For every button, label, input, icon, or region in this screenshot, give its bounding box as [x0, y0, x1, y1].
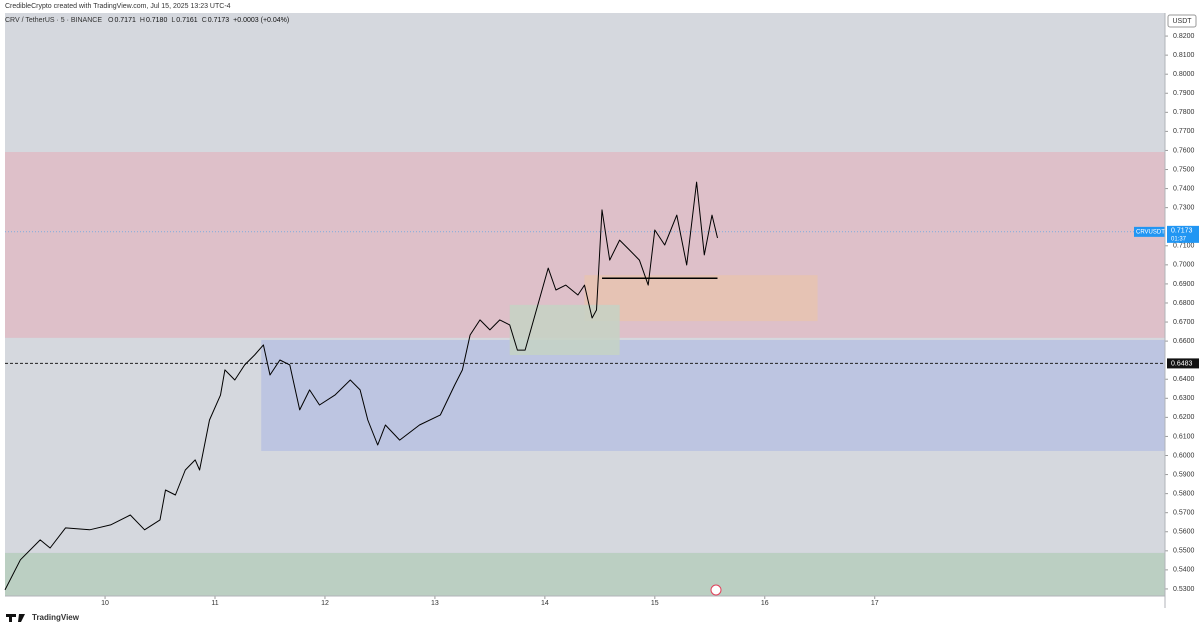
ohlc-label: O [108, 17, 114, 24]
y-tick-label: 0.7500 [1173, 166, 1195, 173]
y-tick-label: 0.7100 [1173, 243, 1195, 250]
y-tick-label: 0.8200 [1173, 33, 1195, 40]
price-tag-text: 0.7173 [1171, 228, 1193, 235]
y-tick-label: 0.7800 [1173, 109, 1195, 116]
ohlc-value: 0.7161 [176, 17, 198, 24]
y-tick-label: 0.5500 [1173, 548, 1195, 555]
y-tick-label: 0.6300 [1173, 395, 1195, 402]
y-unit: USDT [1172, 18, 1192, 25]
y-tick-label: 0.8100 [1173, 52, 1195, 59]
x-tick-label: 17 [871, 600, 879, 607]
zone [584, 275, 818, 322]
y-tick-label: 0.6000 [1173, 452, 1195, 459]
x-tick-label: 16 [761, 600, 769, 607]
level-label-bg [1167, 358, 1199, 369]
unit-box[interactable] [1167, 14, 1197, 28]
symbol-tag [1134, 226, 1165, 237]
y-tick-label: 0.5400 [1173, 567, 1195, 574]
legend: CRV / TetherUS · 5 · BINANCE O 0.7171 H 0.71… [5, 17, 289, 24]
ohlc-value: 0.7173 [208, 17, 230, 24]
ohlc-value: 0.7180 [146, 17, 168, 24]
y-tick-label: 0.7400 [1173, 185, 1195, 192]
zone [509, 304, 620, 356]
y-tick-label: 0.5300 [1173, 586, 1195, 593]
x-tick-label: 15 [651, 600, 659, 607]
y-tick-label: 0.7900 [1173, 90, 1195, 97]
y-tick-label: 0.5900 [1173, 471, 1195, 478]
y-tick-label: 0.5600 [1173, 529, 1195, 536]
ohlc-label: L [171, 17, 175, 24]
ohlc-label: H [140, 17, 145, 24]
zone [261, 339, 1165, 451]
y-tick-label: 0.7300 [1173, 204, 1195, 211]
y-tick-label: 0.6100 [1173, 433, 1195, 440]
logo [6, 614, 25, 622]
y-tick-label: 0.8000 [1173, 71, 1195, 78]
x-tick-label: 14 [541, 600, 549, 607]
price-tag [1167, 225, 1199, 243]
x-tick-label: 11 [211, 600, 218, 607]
y-tick-label: 0.7700 [1173, 128, 1195, 135]
zones [5, 151, 1165, 596]
y-tick-label: 0.6600 [1173, 338, 1195, 345]
grid: 0.5300 0.5400 0.5500 0.5600 0.5700 0.5800 0.59… [101, 33, 1194, 607]
countdown: 01:37 [1171, 236, 1187, 242]
x-tick-label: 13 [431, 600, 439, 607]
y-tick-label: 0.6700 [1173, 319, 1195, 326]
ohlc-label: C [202, 17, 207, 24]
x-tick-label: 12 [321, 600, 329, 607]
footer: TradingView [32, 613, 80, 622]
event-icon[interactable] [710, 584, 722, 596]
y-tick-label: 0.5800 [1173, 490, 1195, 497]
y-tick-label: 0.6200 [1173, 414, 1195, 421]
y-tick-label: 0.6900 [1173, 281, 1195, 288]
symbol-tag-text: CRVUSDT [1136, 229, 1165, 235]
legend-change: +0.0003 (+0.04%) [233, 17, 289, 24]
legend-symbol: CRV / TetherUS · 5 · BINANCE [5, 17, 102, 24]
y-tick-label: 0.5700 [1173, 510, 1195, 517]
y-tick-label: 0.6800 [1173, 300, 1195, 307]
y-tick-label: 0.7000 [1173, 262, 1195, 269]
price-line [4, 181, 718, 591]
ohlc-value: 0.7171 [114, 17, 136, 24]
zone [5, 552, 1165, 596]
level-label: 0.6483 [1171, 360, 1193, 367]
y-tick-label: 0.7600 [1173, 147, 1195, 154]
credit: CredibleCrypto created with TradingView.… [5, 3, 231, 10]
y-tick-label: 0.6400 [1173, 376, 1195, 383]
x-tick-label: 10 [101, 600, 109, 607]
